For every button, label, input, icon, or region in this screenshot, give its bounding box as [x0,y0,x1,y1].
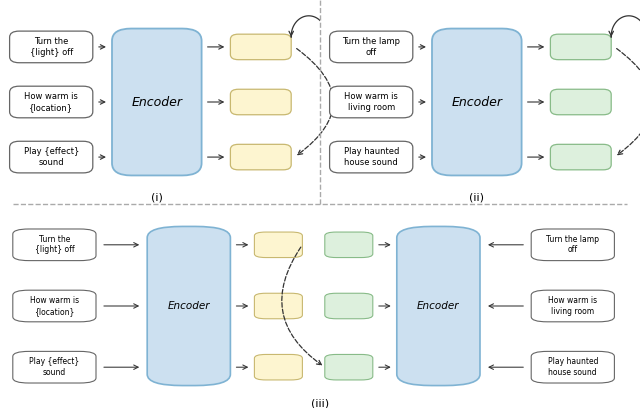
FancyBboxPatch shape [397,226,480,386]
Text: (ii): (ii) [469,193,484,203]
FancyBboxPatch shape [531,229,614,261]
FancyBboxPatch shape [255,232,303,257]
FancyBboxPatch shape [531,351,614,383]
Text: How warm is
living room: How warm is living room [548,296,597,316]
FancyBboxPatch shape [531,290,614,322]
Text: Play haunted
house sound: Play haunted house sound [344,147,399,167]
Text: Turn the
{light} off: Turn the {light} off [35,235,74,255]
FancyBboxPatch shape [432,29,522,175]
FancyBboxPatch shape [550,34,611,60]
Text: Play {effect}
sound: Play {effect} sound [29,357,79,377]
Text: Play {effect}
sound: Play {effect} sound [24,147,79,167]
FancyBboxPatch shape [10,31,93,63]
FancyBboxPatch shape [10,141,93,173]
Text: (iii): (iii) [311,399,329,408]
Text: Encoder: Encoder [131,95,182,109]
Text: Turn the lamp
off: Turn the lamp off [342,37,400,57]
FancyBboxPatch shape [255,355,303,380]
Text: Encoder: Encoder [451,95,502,109]
Text: Play haunted
house sound: Play haunted house sound [548,357,598,377]
FancyBboxPatch shape [550,144,611,170]
Text: Turn the lamp
off: Turn the lamp off [547,235,599,255]
FancyBboxPatch shape [13,290,96,322]
FancyBboxPatch shape [330,31,413,63]
Text: How warm is
living room: How warm is living room [344,92,398,112]
FancyBboxPatch shape [147,226,230,386]
FancyBboxPatch shape [230,144,291,170]
FancyBboxPatch shape [13,229,96,261]
FancyBboxPatch shape [330,141,413,173]
FancyBboxPatch shape [325,355,372,380]
Text: How warm is
{location}: How warm is {location} [24,92,78,112]
FancyBboxPatch shape [230,89,291,115]
FancyBboxPatch shape [330,86,413,118]
FancyBboxPatch shape [10,86,93,118]
FancyBboxPatch shape [13,351,96,383]
Text: How warm is
{location}: How warm is {location} [30,296,79,316]
Text: (i): (i) [151,193,163,203]
Text: Encoder: Encoder [168,301,210,311]
FancyBboxPatch shape [255,293,303,319]
FancyBboxPatch shape [550,89,611,115]
FancyBboxPatch shape [230,34,291,60]
Text: Encoder: Encoder [417,301,460,311]
FancyBboxPatch shape [325,232,372,257]
Text: Turn the
{light} off: Turn the {light} off [29,37,73,57]
FancyBboxPatch shape [112,29,202,175]
FancyBboxPatch shape [325,293,372,319]
